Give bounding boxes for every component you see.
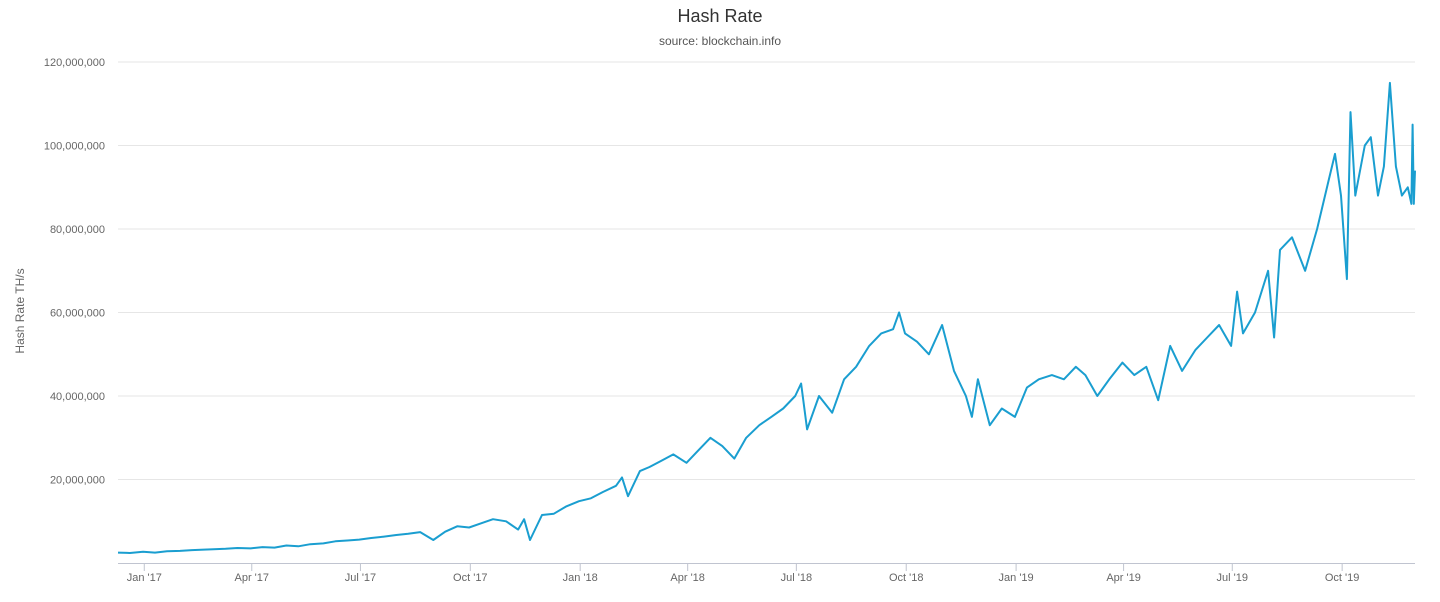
- y-tick-label: 120,000,000: [44, 57, 105, 69]
- y-tick-label: 40,000,000: [50, 391, 105, 403]
- y-tick-label: 20,000,000: [50, 475, 105, 487]
- x-tick-label: Oct '19: [1325, 572, 1360, 584]
- y-tick-labels: 20,000,000 40,000,000 60,000,000 80,000,000…: [44, 57, 105, 487]
- x-tick-label: Jan '18: [563, 572, 598, 584]
- y-tick-label: 100,000,000: [44, 141, 105, 153]
- x-tick-label: Jul '19: [1217, 572, 1248, 584]
- x-tick-label: Apr '18: [670, 572, 705, 584]
- y-tick-label: 60,000,000: [50, 308, 105, 320]
- x-tick-label: Oct '18: [889, 572, 924, 584]
- x-tick-label: Jul '18: [781, 572, 812, 584]
- x-tick-label: Jan '19: [999, 572, 1034, 584]
- x-tick-label: Jul '17: [345, 572, 376, 584]
- x-tick-label: Oct '17: [453, 572, 488, 584]
- x-tick-label: Apr '17: [235, 572, 270, 584]
- y-tick-label: 80,000,000: [50, 224, 105, 236]
- x-tick-labels: Jan '17 Apr '17 Jul '17 Oct '17 Jan '18 Apr '…: [127, 563, 1360, 584]
- chart-subtitle: source: blockchain.info: [658, 34, 782, 48]
- chart-title: Hash Rate: [677, 6, 763, 26]
- x-tick-label: Apr '19: [1106, 572, 1141, 584]
- grid-lines: [118, 61, 1415, 480]
- series-line[interactable]: [117, 81, 1416, 554]
- x-tick-label: Jan '17: [127, 572, 162, 584]
